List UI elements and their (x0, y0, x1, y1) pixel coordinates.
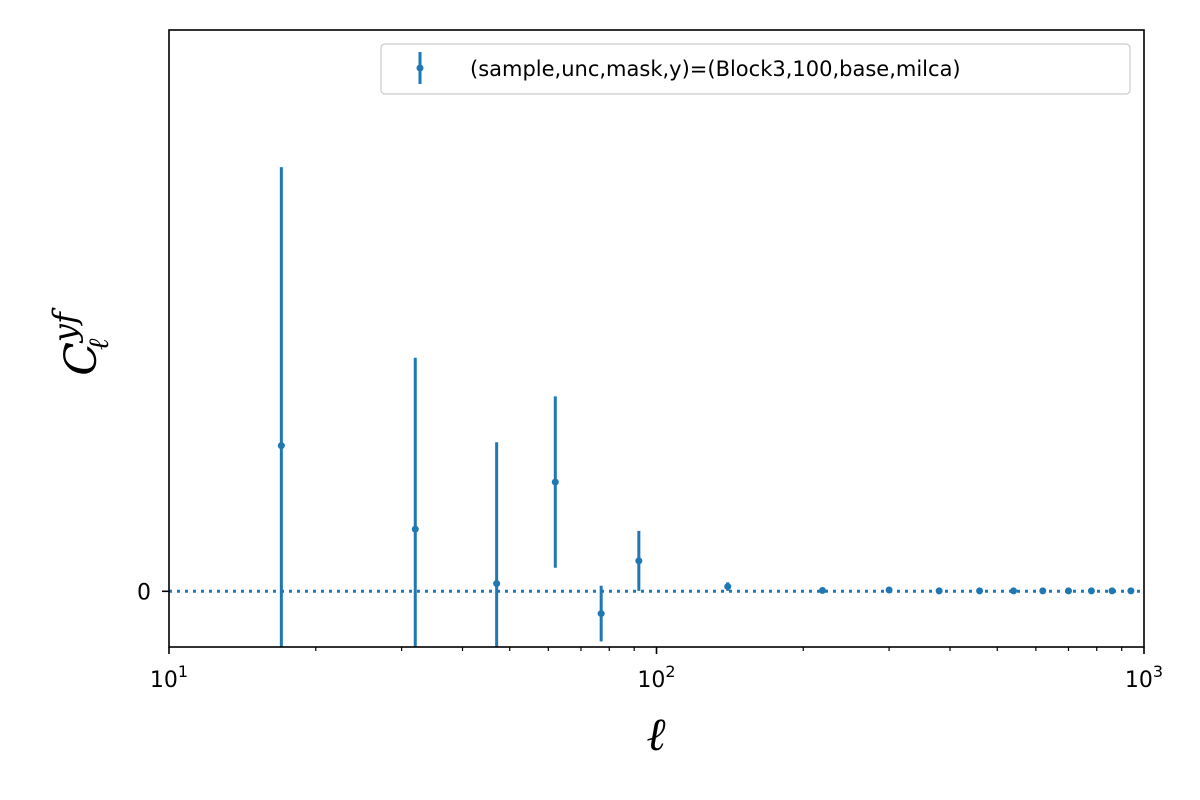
svg-text:Cyfℓ: Cyfℓ (46, 307, 115, 376)
data-point (1127, 587, 1135, 595)
data-point (411, 525, 419, 533)
data-point (635, 557, 643, 565)
legend: (sample,unc,mask,y)=(Block3,100,base,mil… (380, 43, 1131, 95)
x-tick-label: 101 (150, 662, 188, 693)
y-axis-label-subscript: ℓ (82, 338, 115, 350)
legend-box (380, 43, 1131, 95)
data-point (551, 478, 559, 486)
y-axis-label: Cyfℓ (46, 307, 115, 376)
data-point (724, 583, 732, 591)
data-point (885, 586, 893, 594)
data-point (1108, 587, 1116, 595)
data-marks-layer (277, 167, 1135, 647)
ticks-layer: 101 102 103 0 (137, 580, 1163, 693)
y-axis-label-base: C (56, 342, 107, 376)
y-axis-label-superscript: yf (46, 307, 84, 344)
legend-marker-point (416, 64, 424, 72)
x-tick-label: 103 (1125, 662, 1163, 693)
data-point (976, 587, 984, 595)
data-point (1039, 587, 1047, 595)
data-point (277, 442, 285, 450)
data-point (597, 610, 605, 618)
data-point (1010, 587, 1018, 595)
data-point (818, 586, 826, 594)
y-tick-label: 0 (137, 580, 151, 605)
x-tick-label: 102 (637, 662, 675, 693)
x-axis-label: ℓ (646, 707, 666, 761)
legend-label: (sample,unc,mask,y)=(Block3,100,base,mil… (470, 57, 961, 81)
data-point (1064, 587, 1072, 595)
data-point (935, 587, 943, 595)
data-point (1087, 587, 1095, 595)
data-point (493, 580, 501, 588)
